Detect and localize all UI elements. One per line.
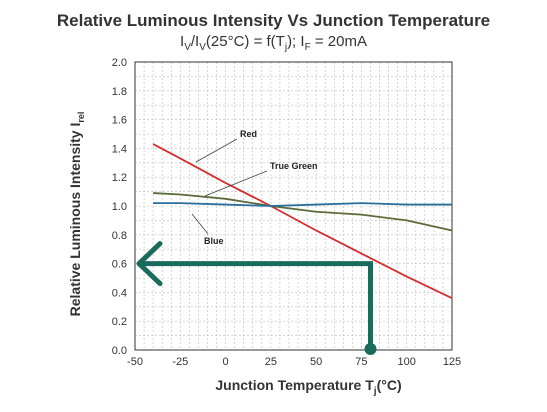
- subtitle-sub-j: j: [284, 42, 288, 53]
- y-tick-label: 0.2: [112, 316, 127, 328]
- x-tick-label: -25: [172, 356, 188, 368]
- x-tick-label: 125: [443, 356, 461, 368]
- series-labels: Red True Green Blue: [191, 129, 318, 246]
- x-tick-label: -50: [127, 356, 143, 368]
- x-axis-label: Junction Temperature Tj(°C): [215, 377, 401, 397]
- series-label-blue: Blue: [204, 236, 224, 246]
- series-line-blue: [153, 202, 452, 207]
- x-tick-label: 100: [398, 356, 416, 368]
- y-tick-label: 0.4: [112, 287, 127, 299]
- series-label-leader: [191, 213, 209, 235]
- series-line-true-green: [153, 192, 453, 232]
- x-tick-label: 0: [223, 356, 229, 368]
- subtitle-slash: /I: [190, 33, 200, 50]
- chart-subtitle: IV/IV(25°C) = f(Tj); IF = 20mA: [0, 33, 547, 53]
- y-tick-label: 0.0: [112, 345, 127, 357]
- y-tick-label: 1.2: [112, 172, 127, 184]
- annotation: [136, 241, 377, 355]
- subtitle-end: = 20mA: [310, 33, 367, 50]
- series-label-leader: [195, 138, 238, 163]
- x-tick-label: 50: [310, 356, 322, 368]
- subtitle-sub-f: F: [304, 42, 311, 53]
- y-tick-label: 1.0: [112, 201, 127, 213]
- subtitle-i: I: [180, 33, 185, 50]
- annotation-arrow-head: [136, 241, 163, 287]
- subtitle-sub-v1: V: [184, 42, 191, 53]
- plot-frame: [134, 61, 453, 351]
- y-tick-label: 1.6: [112, 115, 127, 127]
- y-tick-label: 1.4: [112, 143, 127, 155]
- subtitle-after: ); I: [287, 33, 305, 50]
- y-axis-label: Relative Luminous Intensity Irel: [67, 112, 86, 317]
- x-tick-label: 25: [265, 356, 277, 368]
- chart-title: Relative Luminous Intensity Vs Junction …: [56, 11, 491, 30]
- series-line-red: [152, 143, 453, 299]
- series-label-true-green: True Green: [270, 161, 318, 171]
- x-tick-label: 75: [355, 356, 367, 368]
- y-tick-label: 0.6: [112, 259, 127, 271]
- y-tick-label: 0.8: [112, 230, 127, 242]
- subtitle-mid: (25°C) = f(T: [205, 33, 285, 50]
- series-label-leader: [204, 170, 268, 197]
- y-tick-label: 1.8: [112, 86, 127, 98]
- y-axis-ticks: 0.0 0.2 0.4 0.6 0.8 1.0 1.2 1.4 1.6 1.8 2.0: [112, 57, 127, 357]
- y-axis-label-subscript: rel: [76, 112, 86, 123]
- x-axis-ticks: -50 -25 0 25 50 75 100 125: [127, 356, 461, 368]
- series-label-red: Red: [240, 129, 257, 139]
- x-axis-label-unit: (°C): [377, 377, 402, 393]
- y-tick-label: 2.0: [112, 57, 127, 69]
- annotation-dot: [364, 343, 377, 355]
- subtitle-sub-v2: V: [199, 42, 206, 53]
- x-axis-label-subscript: j: [373, 386, 377, 397]
- series-lines: [152, 143, 453, 299]
